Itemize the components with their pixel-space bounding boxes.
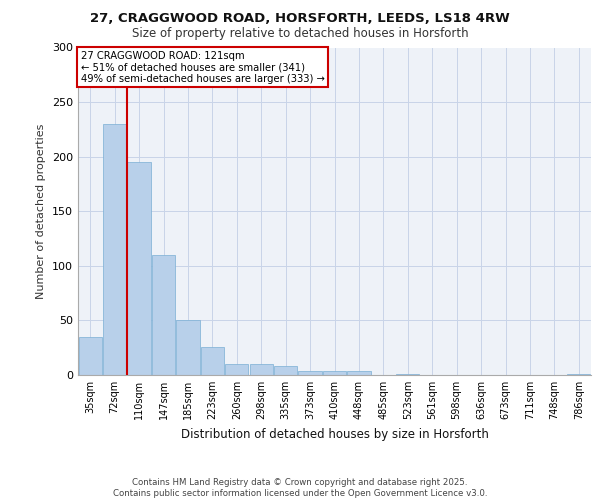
Bar — [323, 370, 346, 375]
Bar — [225, 364, 248, 375]
Bar — [274, 366, 297, 375]
Bar — [347, 370, 371, 375]
Text: 27 CRAGGWOOD ROAD: 121sqm
← 51% of detached houses are smaller (341)
49% of semi: 27 CRAGGWOOD ROAD: 121sqm ← 51% of detac… — [80, 51, 325, 84]
Bar — [567, 374, 590, 375]
Bar — [176, 320, 200, 375]
Bar — [298, 370, 322, 375]
Text: Size of property relative to detached houses in Horsforth: Size of property relative to detached ho… — [131, 28, 469, 40]
Bar — [396, 374, 419, 375]
Y-axis label: Number of detached properties: Number of detached properties — [37, 124, 46, 299]
Text: 27, CRAGGWOOD ROAD, HORSFORTH, LEEDS, LS18 4RW: 27, CRAGGWOOD ROAD, HORSFORTH, LEEDS, LS… — [90, 12, 510, 26]
Bar — [79, 337, 102, 375]
Bar — [152, 255, 175, 375]
Bar — [127, 162, 151, 375]
Text: Contains HM Land Registry data © Crown copyright and database right 2025.
Contai: Contains HM Land Registry data © Crown c… — [113, 478, 487, 498]
X-axis label: Distribution of detached houses by size in Horsforth: Distribution of detached houses by size … — [181, 428, 488, 440]
Bar — [201, 346, 224, 375]
Bar — [103, 124, 126, 375]
Bar — [250, 364, 273, 375]
